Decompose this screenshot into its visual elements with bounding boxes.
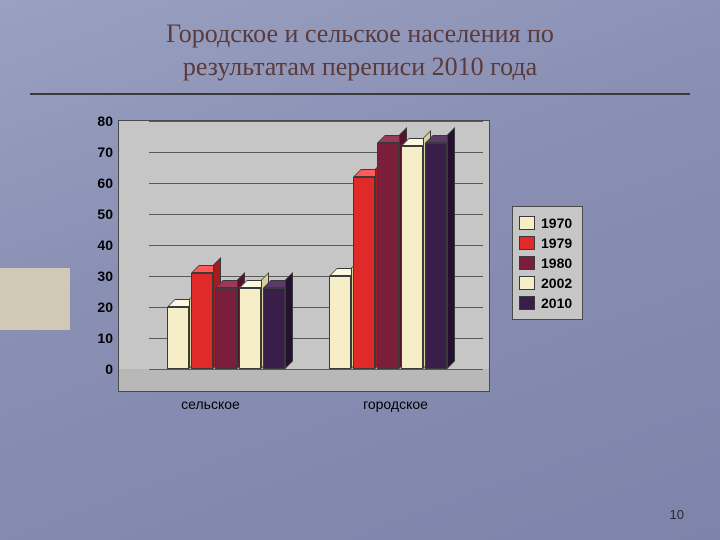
- bar-group: [167, 273, 285, 369]
- legend-label: 1970: [541, 215, 572, 231]
- bar-group: [329, 143, 447, 369]
- bar: [167, 307, 189, 369]
- legend-item: 1980: [519, 253, 572, 273]
- bar: [239, 288, 261, 369]
- legend-item: 2010: [519, 293, 572, 313]
- legend-swatch: [519, 216, 535, 230]
- legend-item: 2002: [519, 273, 572, 293]
- title-line-2: результатам переписи 2010 года: [183, 52, 537, 81]
- y-tick-label: 70: [97, 144, 113, 160]
- bar: [263, 288, 285, 369]
- legend-label: 1979: [541, 235, 572, 251]
- page-title: Городское и сельское населения по резуль…: [0, 0, 720, 89]
- y-tick-label: 0: [105, 361, 113, 377]
- x-tick-label: городское: [303, 396, 488, 412]
- legend-label: 2010: [541, 295, 572, 311]
- y-tick-label: 80: [97, 113, 113, 129]
- chart-floor: [119, 369, 489, 391]
- page-number: 10: [670, 507, 684, 522]
- title-line-1: Городское и сельское населения по: [166, 19, 554, 48]
- decorative-side-block: [0, 268, 70, 330]
- y-tick-label: 10: [97, 330, 113, 346]
- bar: [377, 143, 399, 369]
- y-tick-label: 30: [97, 268, 113, 284]
- legend-label: 1980: [541, 255, 572, 271]
- bar: [191, 273, 213, 369]
- gridline: [149, 121, 483, 122]
- bar: [425, 143, 447, 369]
- y-tick-label: 20: [97, 299, 113, 315]
- bar: [215, 288, 237, 369]
- y-tick-label: 50: [97, 206, 113, 222]
- x-axis-labels: сельскоегородское: [118, 396, 488, 412]
- legend-item: 1970: [519, 213, 572, 233]
- bar: [401, 146, 423, 369]
- y-tick-label: 60: [97, 175, 113, 191]
- legend-swatch: [519, 296, 535, 310]
- legend-label: 2002: [541, 275, 572, 291]
- bar: [353, 177, 375, 369]
- legend-swatch: [519, 236, 535, 250]
- legend-swatch: [519, 256, 535, 270]
- x-tick-label: сельское: [118, 396, 303, 412]
- legend-item: 1979: [519, 233, 572, 253]
- y-tick-label: 40: [97, 237, 113, 253]
- chart-plot: 01020304050607080: [118, 120, 490, 392]
- title-underline: [30, 93, 690, 95]
- chart-container: 01020304050607080 сельскоегородское 1970…: [118, 120, 638, 450]
- bar: [329, 276, 351, 369]
- legend: 1970 1979 1980 2002 2010: [512, 206, 583, 320]
- gridline: [149, 369, 483, 370]
- legend-swatch: [519, 276, 535, 290]
